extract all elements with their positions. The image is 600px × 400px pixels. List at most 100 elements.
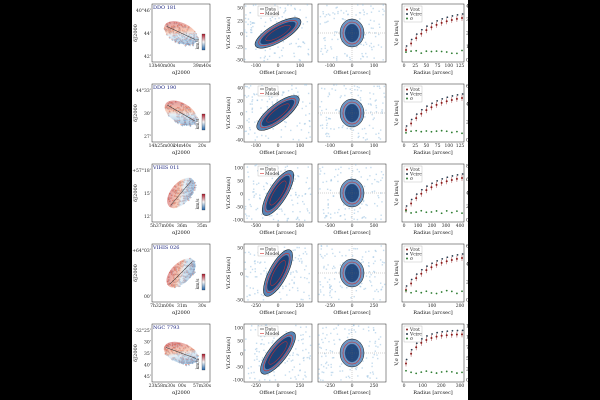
dec-tick-label: 40': [144, 363, 151, 369]
data-contour: [263, 249, 293, 297]
sigma-point: [440, 50, 443, 53]
model-contour: [269, 180, 287, 206]
rc-y-tick-label: 80: [466, 164, 468, 170]
sigma-point: [410, 291, 412, 294]
pv-legend-box: [257, 245, 279, 257]
vcirc-point: [441, 330, 444, 333]
ra-axis-label: αJ2000: [172, 70, 190, 76]
sigma-point: [450, 290, 453, 293]
ra-tick-label: 24m40s: [173, 143, 192, 149]
pv-y-tick-label: -100: [233, 218, 243, 224]
pv-legend-box: [257, 85, 279, 97]
vcirc-point: [415, 33, 418, 36]
vrot-point: [445, 20, 448, 23]
major-axis-line: [165, 347, 197, 359]
vrot-point: [435, 103, 438, 106]
ra-tick-label: 35m: [197, 223, 208, 229]
legend-data-label: Data: [265, 247, 276, 253]
sigma-point: [450, 52, 453, 55]
sigma-point: [405, 369, 407, 372]
pv-y-tick-label: 0: [240, 192, 243, 198]
vlos-axis-label: VLOS [km/s]: [226, 257, 232, 290]
sigma-point: [420, 209, 423, 212]
rotation-curve-frame: [401, 3, 465, 63]
dec-tick-label: 00': [144, 294, 151, 300]
vcirc-point: [441, 257, 444, 260]
pv-major-emission: [263, 249, 293, 297]
model-contour: [264, 173, 292, 213]
sigma-point: [450, 131, 453, 134]
rc-x-tick-label: 0: [403, 63, 406, 69]
colorbar: [201, 273, 206, 291]
legend-model-label: Model: [265, 171, 280, 177]
pv-major-emission: [260, 331, 296, 375]
pv-x-tick-label: -500: [251, 223, 261, 229]
vcirc-point: [410, 198, 413, 201]
vrot-point: [430, 186, 433, 189]
data-contour: [254, 17, 302, 49]
galaxy-name: DDO 190: [153, 85, 176, 91]
vcirc-point: [456, 173, 459, 176]
sigma-point: [425, 130, 428, 132]
ra-tick-label: 13h40m00s: [149, 63, 176, 69]
vcirc-point: [431, 182, 433, 185]
galaxy-name: VIHIS 011: [152, 165, 179, 171]
vrot-point: [405, 362, 407, 365]
pv-y-tick-label: -50: [236, 58, 243, 64]
pv-major-frame: [243, 163, 313, 223]
vcirc-point: [405, 45, 408, 47]
pv-x-tick-label: 0: [277, 223, 280, 229]
pv-minor-x-tick-label: -100: [325, 63, 335, 69]
vcirc-point: [405, 125, 408, 127]
pv-y-tick-label: 40: [237, 86, 243, 92]
pv-y-tick-label: -50: [236, 365, 243, 371]
rc-y-tick-label: 50: [466, 356, 468, 362]
vcirc-point: [461, 253, 464, 255]
rotation-curve-frame: [401, 243, 465, 303]
ra-tick-label: 20s: [198, 143, 207, 149]
legend-marker: [406, 333, 408, 335]
vrot-point: [410, 122, 413, 125]
vrot-point: [410, 42, 413, 45]
vrot-point: [405, 49, 407, 52]
vrot-point: [435, 263, 438, 266]
rotation-curve-frame: [401, 323, 465, 383]
vrot-point: [450, 258, 453, 261]
vcirc-point: [446, 330, 449, 333]
offset-axis-label: Offset [arcsec]: [259, 310, 296, 316]
colorbar-label: km/s: [195, 38, 201, 50]
vcirc-point: [415, 113, 418, 116]
colorbar: [201, 33, 206, 51]
figure-page: DDO 181 km/s 40°46' 44' 42' δJ2000 13h40m00s 39…: [132, 0, 468, 400]
dec-axis-label: δJ2000: [133, 264, 139, 282]
rc-y-tick-label: 40: [466, 262, 468, 268]
rc-legend-box: [403, 325, 423, 343]
sigma-point: [430, 211, 433, 213]
vcirc-point: [431, 22, 433, 25]
vsigma-axis-label: V,σ [km/s]: [394, 260, 400, 286]
rc-y-tick-label: 40: [466, 102, 468, 108]
vrot-point: [440, 181, 443, 184]
rc-x-tick-label: 300: [456, 383, 465, 389]
rc-x-tick-label: 50: [424, 143, 430, 149]
sigma-point: [456, 292, 458, 295]
legend-marker: [406, 88, 408, 91]
vcirc-point: [436, 99, 439, 102]
pv-y-tick-label: -40: [236, 138, 243, 144]
vrot-point: [430, 106, 433, 109]
vcirc-point: [451, 175, 454, 177]
vcirc-point: [436, 331, 439, 334]
vcirc-point: [420, 28, 423, 31]
pv-x-tick-label: -100: [251, 143, 261, 149]
velocity-field-frame: [151, 323, 211, 383]
pv-x-tick-label: -250: [251, 383, 261, 389]
rc-legend-box: [403, 5, 423, 23]
offset-axis-label: Offset [arcsec]: [259, 390, 296, 396]
dec-tick-label: +64°03': [132, 248, 151, 254]
